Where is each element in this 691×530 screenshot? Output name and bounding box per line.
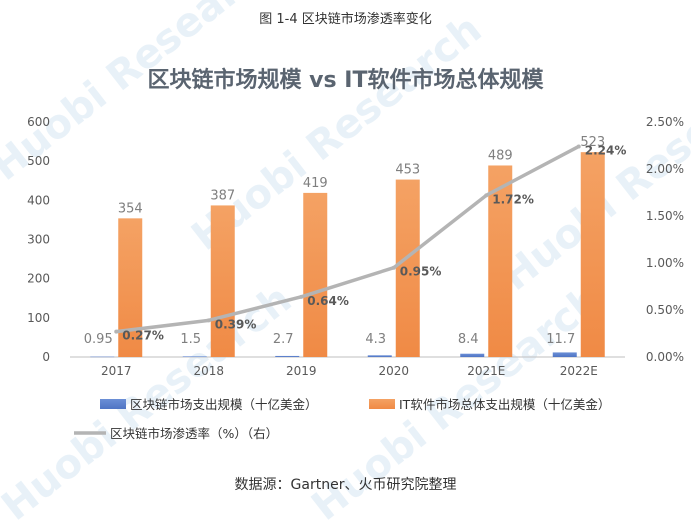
x-tick-label: 2017 bbox=[101, 364, 132, 378]
line-point-penetration bbox=[391, 265, 396, 270]
data-label-it-software: 523 bbox=[580, 135, 605, 150]
bar-it-software bbox=[395, 179, 420, 357]
line-point-penetration bbox=[484, 193, 489, 198]
bar-it-software bbox=[580, 152, 605, 357]
legend-label-blockchain: 区块链市场支出规模（十亿美金） bbox=[130, 397, 318, 412]
data-label-penetration: 0.27% bbox=[122, 329, 164, 343]
bar-blockchain bbox=[460, 353, 485, 357]
bar-it-software bbox=[303, 192, 328, 357]
bar-it-software bbox=[118, 218, 143, 357]
x-tick-label: 2020 bbox=[378, 364, 409, 378]
x-tick-label: 2022E bbox=[560, 364, 598, 378]
y-left-tick-label: 300 bbox=[27, 233, 50, 247]
y-left-tick-label: 100 bbox=[27, 311, 50, 325]
x-tick-label: 2018 bbox=[193, 364, 224, 378]
line-point-penetration bbox=[576, 144, 581, 149]
y-left-tick-label: 600 bbox=[27, 115, 50, 129]
data-label-blockchain: 4.3 bbox=[365, 332, 386, 347]
data-label-blockchain: 0.95 bbox=[84, 332, 113, 347]
source-note: 数据源：Gartner、火币研究院整理 bbox=[234, 477, 457, 493]
y-right-tick-label: 1.50% bbox=[646, 209, 684, 223]
legend-swatch-it-software bbox=[369, 399, 395, 409]
data-label-blockchain: 8.4 bbox=[458, 332, 479, 347]
data-label-blockchain: 2.7 bbox=[273, 332, 294, 347]
x-tick-label: 2021E bbox=[467, 364, 505, 378]
y-right-tick-label: 2.00% bbox=[646, 162, 684, 176]
data-label-penetration: 2.24% bbox=[585, 143, 627, 157]
data-label-penetration: 0.95% bbox=[400, 265, 442, 279]
y-right-tick-label: 0.00% bbox=[646, 350, 684, 364]
data-label-it-software: 453 bbox=[395, 163, 420, 178]
legend-label-it-software: IT软件市场总体支出规模（十亿美金） bbox=[399, 397, 610, 412]
y-right-tick-label: 1.00% bbox=[646, 256, 684, 270]
figure-caption: 图 1-4 区块链市场渗透率变化 bbox=[259, 12, 432, 27]
bar-blockchain bbox=[552, 352, 577, 357]
data-label-blockchain: 1.5 bbox=[180, 332, 201, 347]
data-label-it-software: 489 bbox=[488, 148, 513, 163]
legend-swatch-blockchain bbox=[100, 399, 126, 409]
bar-blockchain bbox=[182, 356, 207, 357]
legend-label-penetration: 区块链市场渗透率（%）（右） bbox=[110, 426, 278, 441]
series-line-penetration bbox=[116, 144, 580, 334]
x-tick-label: 2019 bbox=[286, 364, 317, 378]
data-label-penetration: 0.39% bbox=[215, 317, 257, 331]
bar-blockchain bbox=[275, 355, 300, 357]
data-label-penetration: 1.72% bbox=[492, 192, 534, 206]
data-label-penetration: 0.64% bbox=[307, 294, 349, 308]
y-right-tick-label: 0.50% bbox=[646, 303, 684, 317]
data-label-blockchain: 11.7 bbox=[546, 332, 575, 347]
bar-it-software bbox=[210, 205, 235, 357]
bar-blockchain bbox=[367, 355, 392, 357]
y-left-tick-label: 200 bbox=[27, 272, 50, 286]
line-point-penetration bbox=[299, 294, 304, 299]
y-left-tick-label: 0 bbox=[42, 350, 50, 364]
data-label-it-software: 354 bbox=[118, 201, 143, 216]
data-label-it-software: 419 bbox=[303, 176, 328, 191]
line-point-penetration bbox=[114, 329, 119, 334]
y-right-tick-label: 2.50% bbox=[646, 115, 684, 129]
bar-it-software bbox=[488, 165, 513, 357]
data-label-it-software: 387 bbox=[210, 188, 235, 203]
chart-title: 区块链市场规模 vs IT软件市场总体规模 bbox=[147, 68, 544, 93]
y-left-tick-label: 400 bbox=[27, 193, 50, 207]
bar-blockchain bbox=[90, 356, 115, 358]
y-left-tick-label: 500 bbox=[27, 154, 50, 168]
chart: 0 100 200 300 400 500 600 0.00% 0.50% 1.00% 1.50% 2… bbox=[27, 115, 684, 441]
line-point-penetration bbox=[206, 318, 211, 323]
